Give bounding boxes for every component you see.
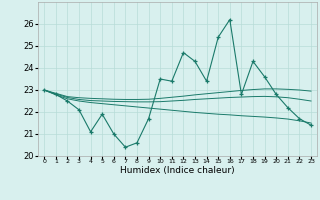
X-axis label: Humidex (Indice chaleur): Humidex (Indice chaleur) [120, 166, 235, 175]
